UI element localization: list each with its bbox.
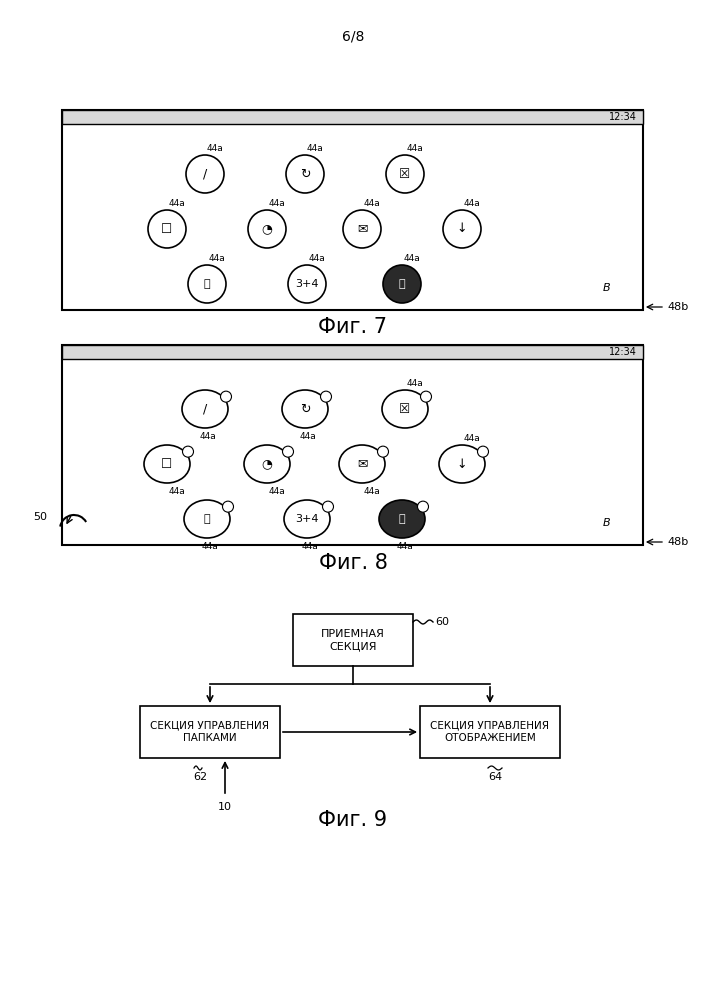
Text: 44a: 44a — [169, 487, 186, 496]
Text: /: / — [203, 402, 207, 416]
Ellipse shape — [182, 390, 228, 428]
Text: ↻: ↻ — [300, 402, 310, 416]
Ellipse shape — [339, 445, 385, 483]
Text: 44a: 44a — [207, 144, 223, 153]
Circle shape — [188, 265, 226, 303]
Text: 48b: 48b — [667, 302, 688, 312]
Circle shape — [182, 446, 194, 457]
Ellipse shape — [382, 390, 428, 428]
Bar — [62, 110, 643, 310]
Text: 44a: 44a — [269, 487, 286, 496]
Text: ⎕: ⎕ — [204, 514, 210, 524]
Text: 6/8: 6/8 — [341, 30, 364, 44]
Circle shape — [322, 501, 334, 512]
Text: 44a: 44a — [364, 199, 381, 208]
Circle shape — [421, 391, 431, 402]
Text: B: B — [603, 283, 611, 293]
Ellipse shape — [282, 390, 328, 428]
Text: ☐: ☐ — [161, 458, 173, 471]
Ellipse shape — [439, 445, 485, 483]
Text: 44a: 44a — [397, 542, 414, 551]
Bar — [140, 706, 280, 758]
Circle shape — [386, 155, 424, 193]
Text: B: B — [603, 518, 611, 528]
Text: 44a: 44a — [209, 254, 226, 263]
Circle shape — [343, 210, 381, 248]
Text: Фиг. 8: Фиг. 8 — [319, 553, 387, 573]
Circle shape — [248, 210, 286, 248]
Circle shape — [223, 501, 233, 512]
Text: ПРИЕМНАЯ
СЕКЦИЯ: ПРИЕМНАЯ СЕКЦИЯ — [321, 629, 385, 651]
Circle shape — [383, 265, 421, 303]
Bar — [62, 345, 643, 359]
Text: ✉: ✉ — [357, 223, 367, 235]
Text: ↓: ↓ — [457, 223, 467, 235]
Text: ☒: ☒ — [399, 167, 411, 180]
Ellipse shape — [144, 445, 190, 483]
Text: 44a: 44a — [202, 542, 218, 551]
Circle shape — [320, 391, 332, 402]
Text: СЕКЦИЯ УПРАВЛЕНИЯ
ОТОБРАЖЕНИЕМ: СЕКЦИЯ УПРАВЛЕНИЯ ОТОБРАЖЕНИЕМ — [431, 721, 549, 743]
Text: ⎕: ⎕ — [204, 279, 210, 289]
Text: 44a: 44a — [407, 144, 423, 153]
Text: 50: 50 — [33, 512, 47, 522]
Text: 10: 10 — [218, 802, 232, 812]
Circle shape — [477, 446, 489, 457]
Circle shape — [443, 210, 481, 248]
Text: 44a: 44a — [464, 199, 481, 208]
Ellipse shape — [79, 365, 556, 539]
Text: 44a: 44a — [300, 432, 317, 441]
Text: 62: 62 — [193, 772, 207, 782]
Circle shape — [286, 155, 324, 193]
Text: ↓: ↓ — [457, 458, 467, 471]
Text: 44a: 44a — [200, 432, 217, 441]
Text: ☒: ☒ — [399, 402, 411, 416]
Circle shape — [221, 391, 231, 402]
Text: 44a: 44a — [404, 254, 421, 263]
Bar — [420, 706, 560, 758]
Text: 44a: 44a — [269, 199, 286, 208]
Circle shape — [186, 155, 224, 193]
Text: Фиг. 9: Фиг. 9 — [318, 810, 387, 830]
Ellipse shape — [184, 500, 230, 538]
Bar — [62, 110, 643, 124]
Text: 44a: 44a — [464, 434, 481, 443]
Text: ◔: ◔ — [262, 223, 272, 235]
Circle shape — [288, 265, 326, 303]
Circle shape — [148, 210, 186, 248]
Text: 3+4: 3+4 — [296, 279, 319, 289]
Bar — [62, 345, 643, 545]
Text: ↻: ↻ — [300, 167, 310, 180]
Text: ☐: ☐ — [161, 223, 173, 235]
Ellipse shape — [79, 130, 556, 304]
Text: 64: 64 — [488, 772, 502, 782]
Circle shape — [283, 446, 293, 457]
Text: 3+4: 3+4 — [296, 514, 319, 524]
Text: 44a: 44a — [302, 542, 319, 551]
Text: ◔: ◔ — [262, 458, 272, 471]
Text: 44a: 44a — [309, 254, 326, 263]
Text: 44a: 44a — [364, 487, 381, 496]
Text: 44a: 44a — [407, 379, 423, 388]
Text: ✉: ✉ — [357, 458, 367, 471]
Text: 48b: 48b — [667, 537, 688, 547]
Circle shape — [378, 446, 389, 457]
Bar — [293, 614, 413, 666]
Text: Фиг. 7: Фиг. 7 — [318, 317, 387, 337]
Ellipse shape — [284, 500, 330, 538]
Text: 44a: 44a — [169, 199, 186, 208]
Circle shape — [418, 501, 428, 512]
Text: 44a: 44a — [307, 144, 324, 153]
Text: 60: 60 — [435, 617, 449, 627]
Text: 12:34: 12:34 — [609, 347, 637, 357]
Ellipse shape — [379, 500, 425, 538]
Text: /: / — [203, 167, 207, 180]
Text: 12:34: 12:34 — [609, 112, 637, 122]
Text: ⎕: ⎕ — [399, 514, 405, 524]
Text: СЕКЦИЯ УПРАВЛЕНИЯ
ПАПКАМИ: СЕКЦИЯ УПРАВЛЕНИЯ ПАПКАМИ — [151, 721, 269, 743]
Text: ⎕: ⎕ — [399, 279, 405, 289]
Ellipse shape — [244, 445, 290, 483]
